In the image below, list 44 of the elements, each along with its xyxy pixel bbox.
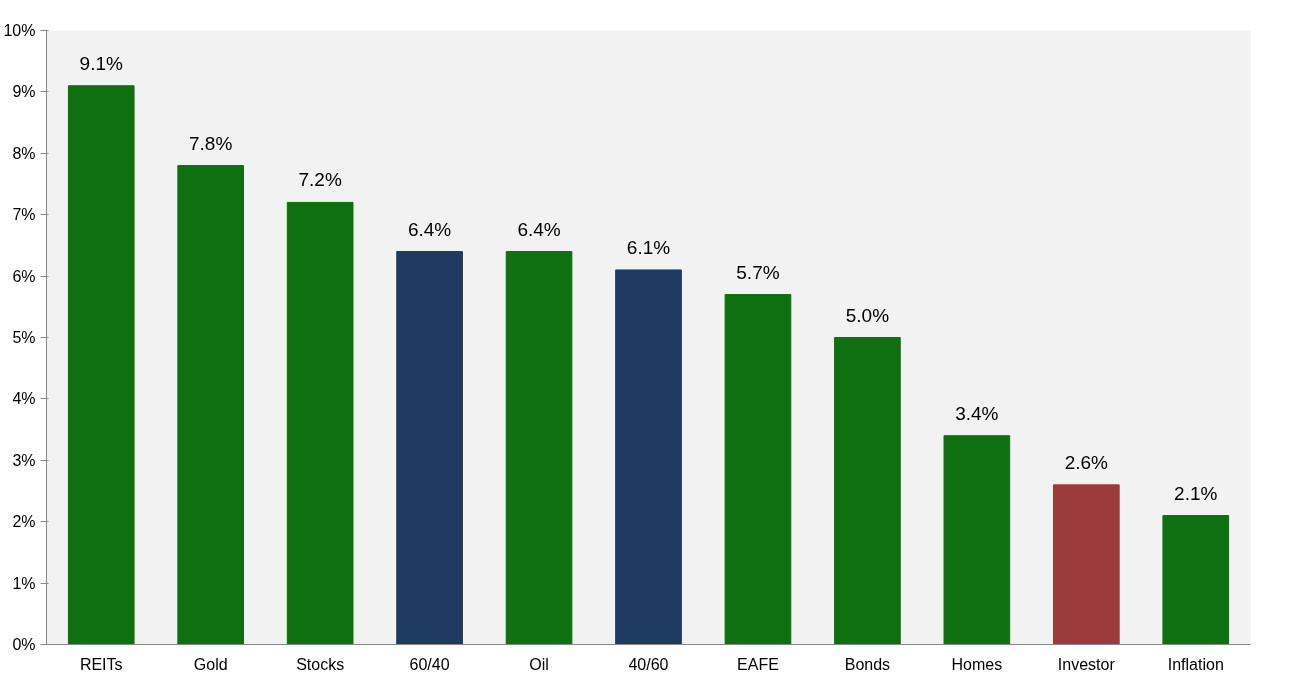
- bar: [396, 251, 463, 645]
- data-label: 3.4%: [955, 402, 999, 424]
- y-tick-label: 0%: [12, 636, 36, 653]
- data-label: 5.0%: [845, 304, 890, 326]
- x-tick-label: Bonds: [844, 655, 891, 673]
- x-tick-label: EAFE: [737, 655, 779, 673]
- data-label: 6.4%: [407, 218, 452, 240]
- y-tick-label: 8%: [12, 144, 36, 162]
- data-label: 2.6%: [1064, 451, 1109, 473]
- y-tick-label: 1%: [12, 574, 36, 592]
- x-tick-label: Homes: [951, 655, 1003, 673]
- bar: [67, 85, 135, 645]
- x-tick-label: Investor: [1057, 655, 1116, 673]
- y-tick-label: 6%: [12, 267, 36, 285]
- data-label: 7.2%: [298, 169, 342, 191]
- x-tick-label: Inflation: [1167, 655, 1224, 673]
- bar: [615, 269, 682, 645]
- y-tick-label: 5%: [12, 329, 36, 346]
- data-label: 6.1%: [626, 236, 671, 258]
- x-tick-label: 40/60: [628, 655, 669, 673]
- bar: [724, 294, 792, 645]
- y-tick-label: 2%: [12, 513, 36, 531]
- x-tick-label: Oil: [529, 655, 549, 673]
- y-tick-label: 3%: [12, 451, 36, 469]
- data-label: 9.1%: [79, 52, 123, 74]
- bar: [286, 201, 354, 645]
- y-tick-label: 4%: [12, 390, 36, 408]
- data-label: 6.4%: [517, 218, 561, 240]
- y-tick-label: 10%: [3, 22, 36, 39]
- data-label: 5.7%: [736, 261, 780, 283]
- x-tick-label: Stocks: [296, 655, 345, 673]
- bar: [1162, 515, 1230, 645]
- y-tick-label: 9%: [12, 83, 36, 101]
- bar: [1052, 484, 1120, 645]
- x-tick-label: Gold: [193, 655, 228, 673]
- bar: [834, 337, 901, 645]
- data-label: 7.8%: [189, 132, 233, 154]
- x-tick-label: 60/40: [409, 655, 450, 673]
- x-tick-label: REITs: [79, 655, 123, 673]
- bar: [943, 435, 1011, 645]
- y-tick-label: 7%: [12, 206, 36, 224]
- bar: [505, 251, 573, 645]
- data-label: 2.1%: [1174, 482, 1218, 504]
- bar: [177, 165, 245, 645]
